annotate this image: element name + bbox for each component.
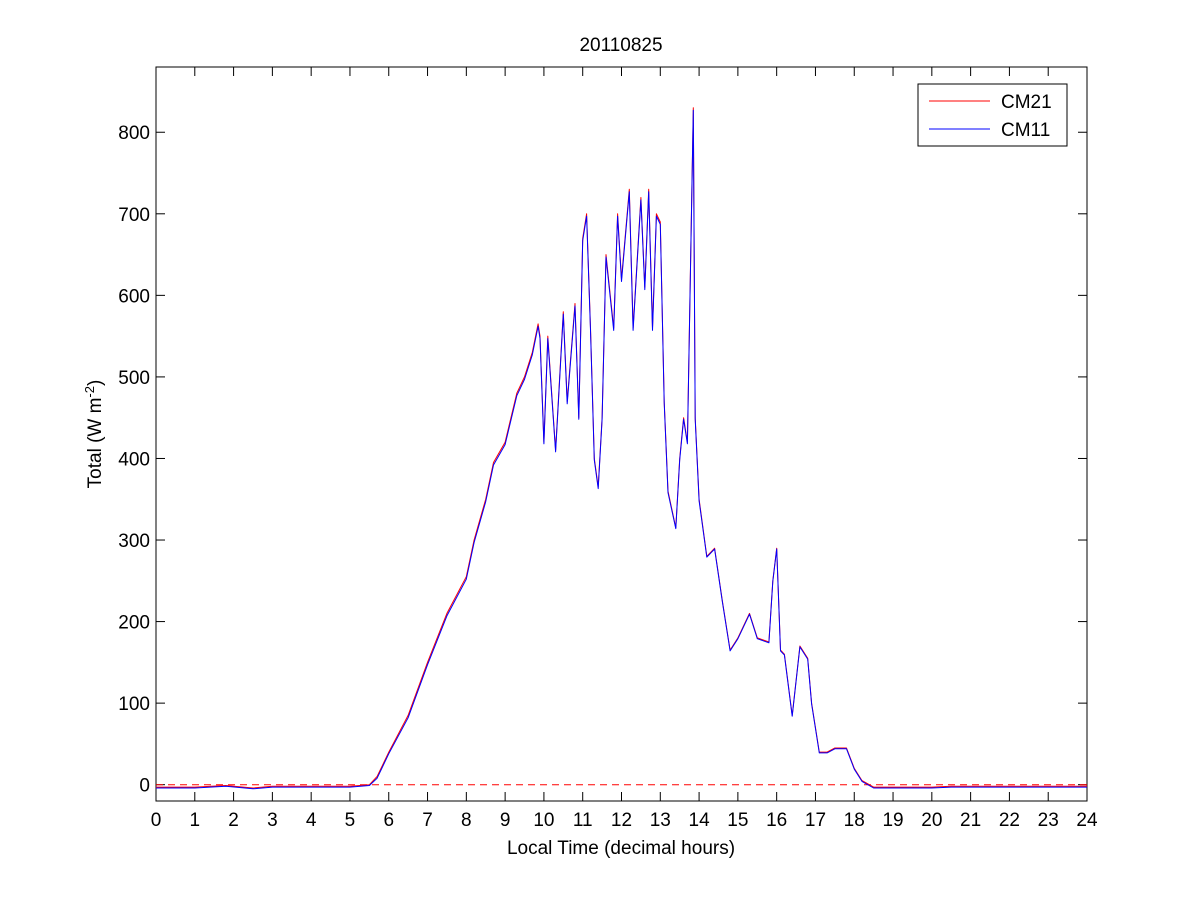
y-axis-label-suffix: ): [85, 380, 106, 386]
legend-label-cm11: CM11: [1001, 120, 1050, 141]
axis-ticks: [155, 67, 1088, 801]
series-layer: [156, 107, 1087, 790]
x-tick-label: 12: [611, 810, 632, 831]
x-tick-label: 23: [1038, 810, 1059, 831]
y-tick-label: 800: [118, 123, 150, 144]
chart-title: 20110825: [579, 35, 662, 56]
legend-box: [917, 83, 1068, 147]
x-tick-label: 6: [383, 810, 394, 831]
x-tick-label: 11: [573, 810, 593, 831]
x-tick-label: 13: [650, 810, 671, 831]
y-tick-label: 100: [118, 694, 150, 715]
y-axis-label-superscript: -2: [82, 386, 97, 398]
x-tick-label: 5: [345, 810, 356, 831]
y-tick-label: 300: [118, 531, 150, 552]
x-tick-label: 24: [1076, 810, 1098, 831]
x-tick-label: 10: [533, 810, 554, 831]
x-tick-label: 22: [999, 810, 1020, 831]
x-tick-label: 15: [727, 810, 748, 831]
legend-label-cm21: CM21: [1001, 92, 1052, 113]
x-axis-label: Local Time (decimal hours): [507, 838, 735, 859]
y-tick-label: 600: [118, 286, 150, 307]
y-axis-label: Total (W m-2): [82, 380, 107, 489]
x-tick-label: 4: [306, 810, 317, 831]
y-tick-label: 200: [118, 613, 150, 634]
y-tick-label: 400: [118, 449, 150, 470]
x-tick-label: 2: [228, 810, 239, 831]
x-tick-label: 20: [921, 810, 942, 831]
series-line-cm21: [156, 107, 1087, 789]
legend: CM21 CM11: [917, 83, 1068, 147]
x-tick-label: 1: [190, 810, 201, 831]
x-tick-label: 9: [500, 810, 511, 831]
axis-tick-labels: 0 1 2 3 4 5 6 7 8 9 10 11 12 13 14 15 16 17 18 19 20 21 22 23 24…: [118, 123, 1098, 831]
x-tick-label: 17: [805, 810, 826, 831]
y-axis-label-prefix: Total (W m: [85, 398, 106, 489]
x-tick-label: 16: [766, 810, 787, 831]
x-tick-label: 7: [422, 810, 433, 831]
x-tick-label: 3: [267, 810, 278, 831]
x-tick-label: 21: [960, 810, 981, 831]
x-tick-label: 8: [461, 810, 472, 831]
y-tick-label: 0: [139, 776, 150, 797]
x-tick-label: 0: [151, 810, 162, 831]
y-tick-label: 500: [118, 368, 150, 389]
axes-frame: [155, 66, 1088, 802]
x-tick-label: 18: [844, 810, 865, 831]
y-tick-label: 700: [118, 205, 150, 226]
x-tick-label: 14: [689, 810, 711, 831]
x-tick-label: 19: [882, 810, 903, 831]
series-line-cm11: [156, 109, 1087, 790]
